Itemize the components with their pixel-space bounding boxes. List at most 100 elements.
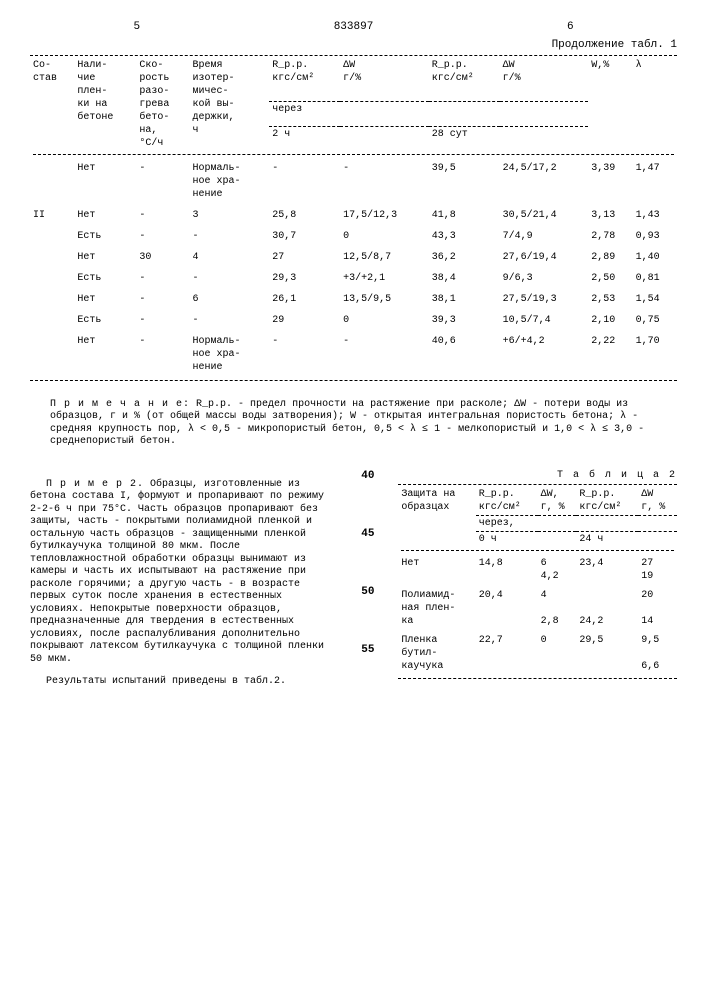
cell: 0,75: [633, 310, 677, 331]
divider: [398, 484, 677, 485]
cell: [30, 331, 74, 378]
cell: 9,5 6,6: [638, 631, 677, 676]
divider: [401, 550, 674, 551]
cell: -: [136, 226, 189, 247]
t2-mid: через,: [476, 515, 677, 531]
cell: 24,2: [576, 586, 638, 631]
cell: 38,4: [429, 268, 500, 289]
note-label: П р и м е ч а н и е:: [50, 399, 190, 410]
cell: 30: [136, 247, 189, 268]
cell: 20 14: [638, 586, 677, 631]
t1-h-c9: W,%: [588, 58, 632, 151]
cell: 1,54: [633, 289, 677, 310]
t2-s1: 0 ч: [476, 531, 577, 547]
t1-h-c7: R_р.р. кгс/см²: [429, 58, 500, 102]
page-left-num: 5: [30, 20, 244, 34]
cell: 27: [269, 247, 340, 268]
t1-sub1: 2 ч: [269, 127, 429, 151]
cell: [30, 268, 74, 289]
cell: 2,50: [588, 268, 632, 289]
cell: Полиамид- ная плен- ка: [398, 586, 475, 631]
cell: 2,53: [588, 289, 632, 310]
t1-sub2: 28 сут: [429, 127, 589, 151]
cell: 29,3: [269, 268, 340, 289]
cell: -: [136, 310, 189, 331]
cell: -: [340, 331, 429, 378]
cell: 27,5/19,3: [500, 289, 589, 310]
t2-h-c2: R_р.р. кгс/см²: [476, 487, 538, 516]
example-text: П р и м е р 2. Образцы, изготовленные из…: [30, 469, 336, 699]
cell: 39,5: [429, 158, 500, 205]
cell: Нет: [74, 158, 136, 205]
cell: -: [190, 310, 270, 331]
cell: 17,5/12,3: [340, 205, 429, 226]
table-row: Нет14,86 4,223,427 19: [398, 554, 677, 586]
table-2: Защита на образцах R_р.р. кгс/см² ΔW, г,…: [398, 487, 677, 676]
table-row: Нет-Нормаль- ное хра- нение--40,6+6/+4,2…: [30, 331, 677, 378]
cell: [30, 247, 74, 268]
line-number-gutter: 40 45 50 55: [356, 469, 378, 699]
cell: 14,8: [476, 554, 538, 586]
cell: 12,5/8,7: [340, 247, 429, 268]
cell: 25,8: [269, 205, 340, 226]
cell: 0: [538, 631, 577, 676]
divider: [398, 678, 677, 679]
divider: [33, 154, 674, 155]
t1-h-c6: ΔW г/%: [340, 58, 429, 102]
cell: 3: [190, 205, 270, 226]
cell: [30, 289, 74, 310]
table-row: Полиамид- ная плен- ка20,44 2,8 24,220 1…: [398, 586, 677, 631]
t2-h-c4: R_р.р. кгс/см²: [576, 487, 638, 516]
divider: [30, 55, 677, 56]
cell: 23,4: [576, 554, 638, 586]
cell: Есть: [74, 268, 136, 289]
table-row: IIНет-325,817,5/12,341,830,5/21,43,131,4…: [30, 205, 677, 226]
cell: 2,10: [588, 310, 632, 331]
line-num: 55: [356, 643, 374, 657]
table-2-label: Т а б л и ц а 2: [398, 469, 677, 482]
t1-h-c5: R_р.р. кгс/см²: [269, 58, 340, 102]
cell: [30, 158, 74, 205]
t1-h-c8: ΔW г/%: [500, 58, 589, 102]
cell: 24,5/17,2: [500, 158, 589, 205]
cell: -: [190, 268, 270, 289]
cell: 41,8: [429, 205, 500, 226]
t1-h-c10: λ: [633, 58, 677, 151]
t1-h-c3: Ско- рость разо- грева бето- на, °С/ч: [136, 58, 189, 151]
page-right-num: 6: [464, 20, 678, 34]
cell: -: [136, 289, 189, 310]
cell: 27,6/19,4: [500, 247, 589, 268]
note-block: П р и м е ч а н и е: R_р.р. - предел про…: [30, 399, 677, 449]
t1-h-c1: Со- став: [30, 58, 74, 151]
cell: 2,78: [588, 226, 632, 247]
cell: 1,47: [633, 158, 677, 205]
cell: 1,70: [633, 331, 677, 378]
table-row: Нет-Нормаль- ное хра- нение--39,524,5/17…: [30, 158, 677, 205]
table-row: Пленка бутил- каучука22,7029,59,5 6,6: [398, 631, 677, 676]
cell: 13,5/9,5: [340, 289, 429, 310]
cell: 6: [190, 289, 270, 310]
continuation-label: Продолжение табл. 1: [30, 38, 677, 52]
cell: 2,22: [588, 331, 632, 378]
cell: II: [30, 205, 74, 226]
table-row: Нет3042712,5/8,736,227,6/19,42,891,40: [30, 247, 677, 268]
cell: 30,7: [269, 226, 340, 247]
cell: 1,43: [633, 205, 677, 226]
cell: Нет: [398, 554, 475, 586]
cell: 2,89: [588, 247, 632, 268]
cell: 4: [190, 247, 270, 268]
cell: 9/6,3: [500, 268, 589, 289]
table-1: Со- став Нали- чие плен- ки на бетоне Ск…: [30, 58, 677, 378]
cell: 27 19: [638, 554, 677, 586]
t2-h-c3: ΔW, г, %: [538, 487, 577, 516]
t2-h-c1: Защита на образцах: [398, 487, 475, 547]
table-row: Есть--29,3+3/+2,138,49/6,32,500,81: [30, 268, 677, 289]
cell: 43,3: [429, 226, 500, 247]
line-num: 45: [356, 527, 374, 541]
page-header: 5 833897 6: [30, 20, 677, 34]
cell: 39,3: [429, 310, 500, 331]
table-row: Есть--30,7043,37/4,92,780,93: [30, 226, 677, 247]
cell: Есть: [74, 226, 136, 247]
cell: 29,5: [576, 631, 638, 676]
example-body: Образцы, изготовленные из бетона состава…: [30, 479, 324, 665]
